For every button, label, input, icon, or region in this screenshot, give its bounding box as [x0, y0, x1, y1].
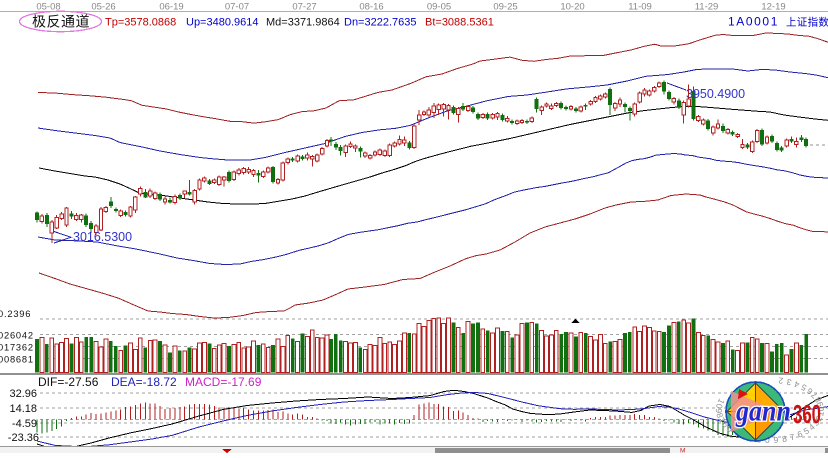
svg-text:8: 8: [781, 433, 788, 444]
svg-text:1: 1: [815, 410, 826, 417]
svg-text:9: 9: [773, 435, 779, 445]
svg-text:3: 3: [785, 377, 792, 388]
svg-text:5: 5: [802, 425, 811, 436]
svg-text:360: 360: [793, 399, 821, 429]
svg-text:11-09: 11-09: [628, 2, 652, 13]
svg-text:gann: gann: [735, 395, 791, 428]
svg-text:3: 3: [811, 418, 822, 428]
svg-text:5: 5: [799, 382, 808, 393]
svg-text:026042: 026042: [0, 331, 34, 341]
svg-text:Bt=3088.5361: Bt=3088.5361: [425, 17, 494, 29]
svg-text:09-05: 09-05: [427, 2, 451, 13]
svg-text:05-26: 05-26: [91, 2, 115, 13]
svg-text:0: 0: [714, 403, 725, 410]
svg-text:07-27: 07-27: [292, 2, 316, 13]
svg-text:05-08: 05-08: [36, 2, 60, 13]
svg-text:DIF=-27.56: DIF=-27.56: [38, 375, 99, 389]
svg-text:7: 7: [716, 415, 727, 424]
svg-text:14.18: 14.18: [9, 403, 37, 415]
svg-text:-4.59: -4.59: [12, 418, 37, 430]
svg-text:1: 1: [716, 397, 727, 406]
svg-text:3016.5300: 3016.5300: [73, 230, 132, 244]
svg-text:12-19: 12-19: [761, 2, 785, 13]
svg-text:11-29: 11-29: [695, 2, 719, 13]
svg-text:5: 5: [725, 423, 735, 434]
svg-text:4: 4: [807, 422, 817, 433]
svg-text:6: 6: [720, 419, 731, 429]
svg-text:3950.4900: 3950.4900: [686, 87, 745, 101]
svg-text:017362: 017362: [0, 343, 34, 353]
svg-text:Up=3480.9614: Up=3480.9614: [186, 17, 258, 29]
svg-text:4: 4: [793, 379, 801, 390]
svg-text:上证指数: 上证指数: [786, 16, 828, 29]
svg-text:9: 9: [814, 400, 825, 408]
svg-text:0: 0: [816, 406, 826, 412]
svg-text:2: 2: [813, 414, 824, 423]
svg-text:32.96: 32.96: [9, 388, 37, 400]
svg-text:8: 8: [812, 395, 823, 405]
svg-text:0.2396: 0.2396: [0, 309, 31, 319]
svg-text:07-07: 07-07: [225, 2, 249, 13]
svg-text:09-25: 09-25: [493, 2, 517, 13]
svg-text:M: M: [680, 448, 685, 454]
svg-text:-23.36: -23.36: [8, 432, 39, 444]
svg-text:MACD=-17.69: MACD=-17.69: [185, 375, 262, 389]
svg-text:10-20: 10-20: [560, 2, 584, 13]
svg-text:8: 8: [714, 412, 725, 420]
svg-text:6: 6: [796, 429, 805, 440]
svg-text:7: 7: [809, 390, 820, 401]
svg-text:008681: 008681: [0, 355, 34, 365]
svg-text:06-19: 06-19: [159, 2, 183, 13]
svg-text:Md=3371.9864: Md=3371.9864: [266, 17, 340, 29]
svg-text:2: 2: [778, 375, 784, 386]
svg-text:6: 6: [805, 386, 815, 397]
svg-text:极反通道: 极反通道: [32, 14, 90, 30]
svg-text:7: 7: [789, 431, 797, 442]
svg-text:08-16: 08-16: [359, 2, 383, 13]
svg-text:0: 0: [765, 435, 770, 445]
svg-text:Dn=3222.7635: Dn=3222.7635: [344, 17, 416, 29]
svg-text:DEA=-18.72: DEA=-18.72: [111, 375, 177, 389]
svg-text:9: 9: [714, 408, 724, 413]
svg-text:Tp=3578.0868: Tp=3578.0868: [105, 17, 176, 29]
svg-text:1A0001: 1A0001: [728, 15, 779, 29]
